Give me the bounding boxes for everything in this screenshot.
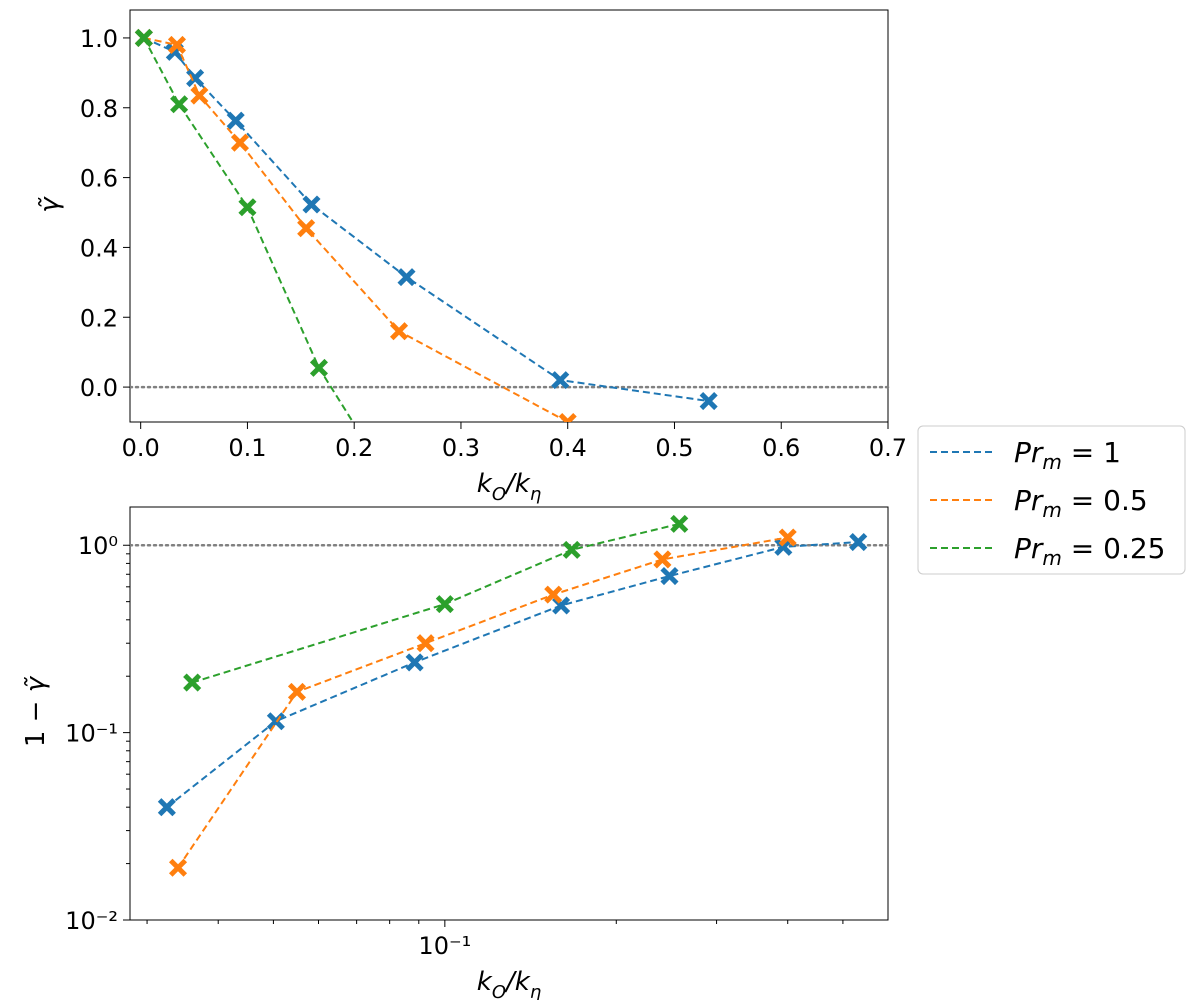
bottom-series-0: [157, 533, 868, 817]
top-series-0: [134, 28, 718, 411]
top-data-point: [238, 198, 257, 217]
bottom-y-tick-label: 10⁰: [78, 532, 118, 560]
bottom-x-axis-label: kO/kη: [477, 967, 541, 1000]
top-x-tick-label: 0.5: [655, 434, 693, 462]
bottom-data-point: [670, 514, 689, 533]
top-x-tick-label: 0.7: [869, 434, 907, 462]
bottom-series-line-0: [166, 541, 859, 808]
top-data-point: [390, 322, 409, 341]
bottom-data-point: [183, 673, 202, 692]
top-y-tick-label: 0.2: [80, 304, 118, 332]
top-y-tick-label: 0.4: [80, 234, 118, 262]
top-data-point: [186, 69, 205, 88]
bottom-data-point: [778, 528, 797, 547]
top-x-tick-label: 0.6: [762, 434, 800, 462]
bottom-series-line-2: [191, 522, 680, 684]
bottom-series-2: [183, 514, 689, 692]
top-data-point: [170, 95, 189, 114]
top-x-tick-label: 0.0: [122, 434, 160, 462]
bottom-data-point: [660, 566, 679, 586]
top-y-tick-label: 0.8: [80, 95, 118, 123]
top-y-axis-label: γ̃: [35, 196, 65, 213]
bottom-y-tick-label: 10⁻¹: [65, 720, 118, 748]
legend-entry: Prm = 0.25: [930, 532, 1166, 570]
legend-label: Prm = 1: [1014, 436, 1121, 474]
bottom-y-axis-label: 1 − γ̃: [21, 675, 51, 747]
top-data-point: [558, 412, 577, 422]
bottom-data-point: [287, 682, 307, 701]
top-x-tick-label: 0.4: [549, 434, 587, 462]
top-x-tick-label: 0.1: [228, 434, 266, 462]
top-data-point: [699, 392, 718, 411]
bottom-data-point: [435, 595, 454, 614]
legend-entry: Prm = 1: [930, 436, 1121, 474]
bottom-x-tick-label: 10⁻¹: [418, 932, 471, 960]
bottom-data-point: [562, 540, 581, 559]
top-panel: 0.0 0.1 0.2 0.3 0.4 0.5 0.6 0.7 0.0 0.2 0.4 0.6 0.8…: [35, 9, 907, 505]
top-y-tick-label: 0.6: [80, 165, 118, 193]
bottom-data-point: [849, 533, 868, 552]
top-series-line-1: [143, 36, 569, 422]
top-data-point: [190, 86, 209, 105]
bottom-data-point: [544, 585, 563, 604]
legend-label: Prm = 0.25: [1014, 532, 1166, 570]
legend-entry: Prm = 0.5: [930, 484, 1148, 522]
top-data-point: [302, 195, 321, 214]
top-x-tick-label: 0.2: [335, 434, 373, 462]
top-data-point: [397, 268, 416, 287]
top-data-point: [226, 111, 245, 130]
bottom-data-point: [157, 798, 176, 817]
bottom-y-tick-label: 10⁻²: [65, 907, 118, 935]
legend-box: [917, 425, 1186, 575]
bottom-plot-frame: [129, 506, 889, 921]
top-data-point: [230, 133, 249, 152]
bottom-series-line-1: [177, 536, 788, 869]
legend-label: Prm = 0.5: [1014, 484, 1148, 522]
legend: Prm = 1 Prm = 0.5 Prm = 0.25: [917, 425, 1186, 575]
bottom-series-1: [168, 528, 797, 877]
bottom-data-point: [405, 653, 424, 672]
bottom-data-point: [168, 858, 188, 877]
bottom-data-point: [653, 550, 672, 569]
top-plot-frame: [129, 9, 889, 423]
top-x-tick-label: 0.3: [442, 434, 480, 462]
bottom-data-point: [416, 634, 435, 653]
bottom-panel: 10⁻¹ 10⁻² 10⁻¹ 10⁰ kO/kη 1 − γ̃: [21, 506, 890, 1000]
top-y-tick-label: 1.0: [80, 25, 118, 53]
top-data-point: [134, 28, 153, 47]
top-data-point: [551, 371, 570, 390]
top-data-point: [309, 358, 329, 377]
top-y-tick-label: 0.0: [80, 374, 118, 402]
top-data-point: [167, 35, 187, 54]
top-x-axis-label: kO/kη: [477, 469, 541, 505]
top-data-point: [297, 219, 316, 238]
top-series-1: [134, 28, 577, 422]
top-series-2: [134, 28, 355, 422]
